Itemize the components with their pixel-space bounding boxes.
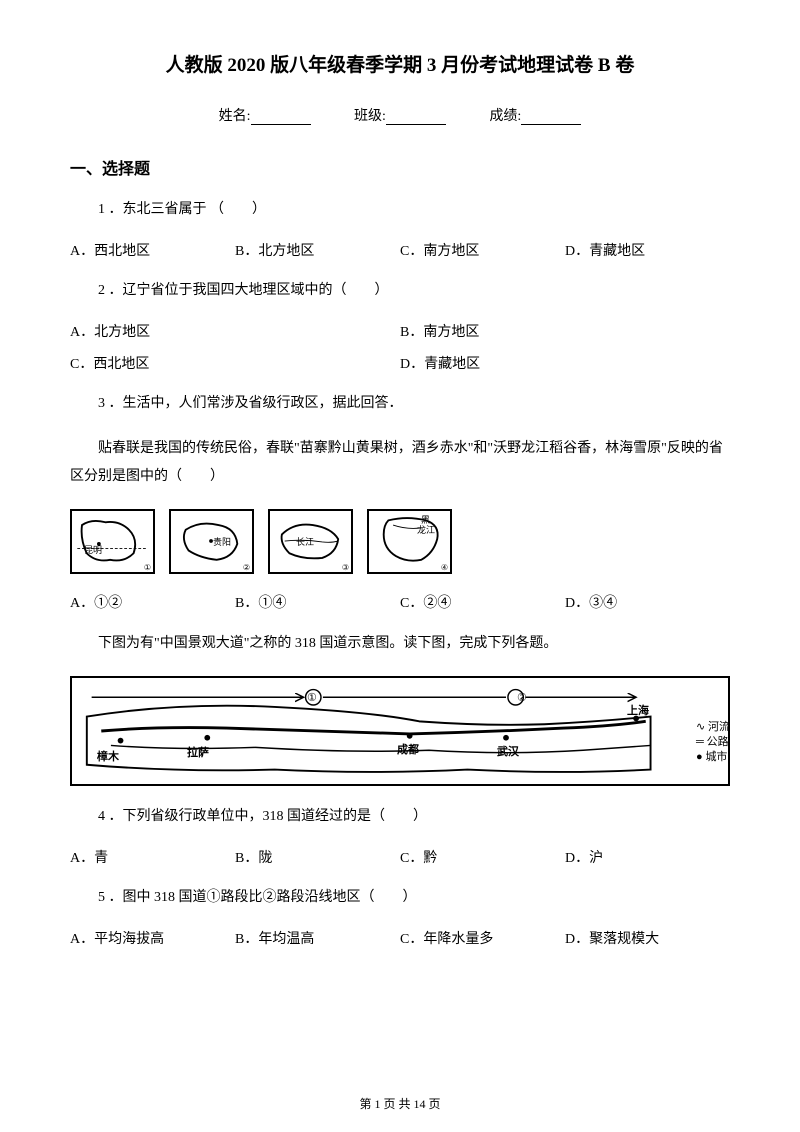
city-lhasa: 拉萨 (187, 744, 209, 760)
q4-opt-d: D．沪 (565, 847, 730, 867)
q4-text: 4 ．下列省级行政单位中，318 国道经过的是（ ） (70, 804, 730, 829)
q3-passage: 贴春联是我国的传统民俗，春联"苗寨黔山黄果树，酒乡赤水"和"沃野龙江稻谷香，林海… (70, 435, 730, 491)
page-footer: 第 1 页 共 14 页 (0, 1095, 800, 1112)
legend-road: ═ 公路 (696, 735, 730, 750)
q1-options: A．西北地区 B．北方地区 C．南方地区 D．青藏地区 (70, 240, 730, 260)
q2-opt-b: B．南方地区 (400, 321, 730, 341)
city-chengdu: 成都 (397, 741, 419, 757)
exam-title: 人教版 2020 版八年级春季学期 3 月份考试地理试卷 B 卷 (70, 50, 730, 77)
map-legend: ∿ 河流 ═ 公路 ● 城市 (696, 720, 730, 766)
q5-options: A．平均海拔高 B．年均温高 C．年降水量多 D．聚落规模大 (70, 928, 730, 948)
name-field: 姓名: (219, 105, 311, 125)
score-field: 成绩: (489, 105, 581, 125)
map-2-num: ② (243, 563, 250, 572)
map-3: 长江 ③ (268, 509, 353, 574)
q1-opt-c: C．南方地区 (400, 240, 565, 260)
map-4-label2: 龙江 (417, 523, 435, 536)
mark-1: ① (307, 691, 317, 704)
legend-city: ● 城市 (696, 750, 730, 765)
q1-text: 1 ．东北三省属于 （ ） (70, 197, 730, 222)
q2-opt-c: C．西北地区 (70, 353, 400, 373)
map-1-num: ① (144, 563, 151, 572)
q2-options: A．北方地区 B．南方地区 C．西北地区 D．青藏地区 (70, 321, 730, 373)
mark-2: ② (517, 691, 527, 704)
map-4: 黑 龙江 ④ (367, 509, 452, 574)
q1-opt-b: B．北方地区 (235, 240, 400, 260)
map-2-svg (171, 511, 252, 572)
class-label: 班级: (354, 109, 386, 124)
q5-opt-a: A．平均海拔高 (70, 928, 235, 948)
map-1: 昆明 ① (70, 509, 155, 574)
q3-text: 3 ．生活中，人们常涉及省级行政区，据此回答． (70, 391, 730, 416)
q1-opt-d: D．青藏地区 (565, 240, 730, 260)
q3-opt-b: B．①④ (235, 592, 400, 612)
province-maps: 昆明 ① 贵阳 ② 长江 ③ 黑 龙江 ④ (70, 509, 730, 574)
q5-text: 5 ．图中 318 国道①路段比②路段沿线地区（ ） (70, 885, 730, 910)
name-label: 姓名: (219, 109, 251, 124)
header-fields: 姓名: 班级: 成绩: (70, 105, 730, 125)
q5-opt-b: B．年均温高 (235, 928, 400, 948)
q5-opt-c: C．年降水量多 (400, 928, 565, 948)
map-3-label: 长江 (296, 535, 314, 548)
map-1-label: 昆明 (84, 543, 102, 556)
route-318-map: ① ② 樟木 拉萨 成都 武汉 上海 ∿ 河流 ═ 公路 ● 城市 (70, 676, 730, 786)
route-318-svg (72, 678, 728, 784)
class-field: 班级: (354, 105, 446, 125)
q4-opt-c: C．黔 (400, 847, 565, 867)
city-zhangmu: 樟木 (97, 748, 119, 764)
q4-opt-b: B．陇 (235, 847, 400, 867)
q3-options: A．①② B．①④ C．②④ D．③④ (70, 592, 730, 612)
map-1-svg (72, 511, 153, 572)
q3-opt-c: C．②④ (400, 592, 565, 612)
score-blank (521, 111, 581, 125)
q1-opt-a: A．西北地区 (70, 240, 235, 260)
score-label: 成绩: (489, 109, 521, 124)
legend-river: ∿ 河流 (696, 720, 730, 735)
q4-opt-a: A．青 (70, 847, 235, 867)
q2-text: 2 ．辽宁省位于我国四大地理区域中的（ ） (70, 278, 730, 303)
q3-opt-d: D．③④ (565, 592, 730, 612)
passage-318: 下图为有"中国景观大道"之称的 318 国道示意图。读下图，完成下列各题。 (70, 630, 730, 658)
section-heading: 一、选择题 (70, 155, 730, 179)
city-wuhan: 武汉 (497, 743, 519, 759)
q4-options: A．青 B．陇 C．黔 D．沪 (70, 847, 730, 867)
name-blank (251, 111, 311, 125)
q2-opt-a: A．北方地区 (70, 321, 400, 341)
map-2: 贵阳 ② (169, 509, 254, 574)
q5-opt-d: D．聚落规模大 (565, 928, 730, 948)
map-4-num: ④ (441, 563, 448, 572)
map-3-num: ③ (342, 563, 349, 572)
class-blank (386, 111, 446, 125)
map-4-svg (369, 511, 450, 572)
map-2-label: 贵阳 (213, 535, 231, 548)
q2-opt-d: D．青藏地区 (400, 353, 730, 373)
city-shanghai: 上海 (627, 702, 649, 718)
q3-opt-a: A．①② (70, 592, 235, 612)
